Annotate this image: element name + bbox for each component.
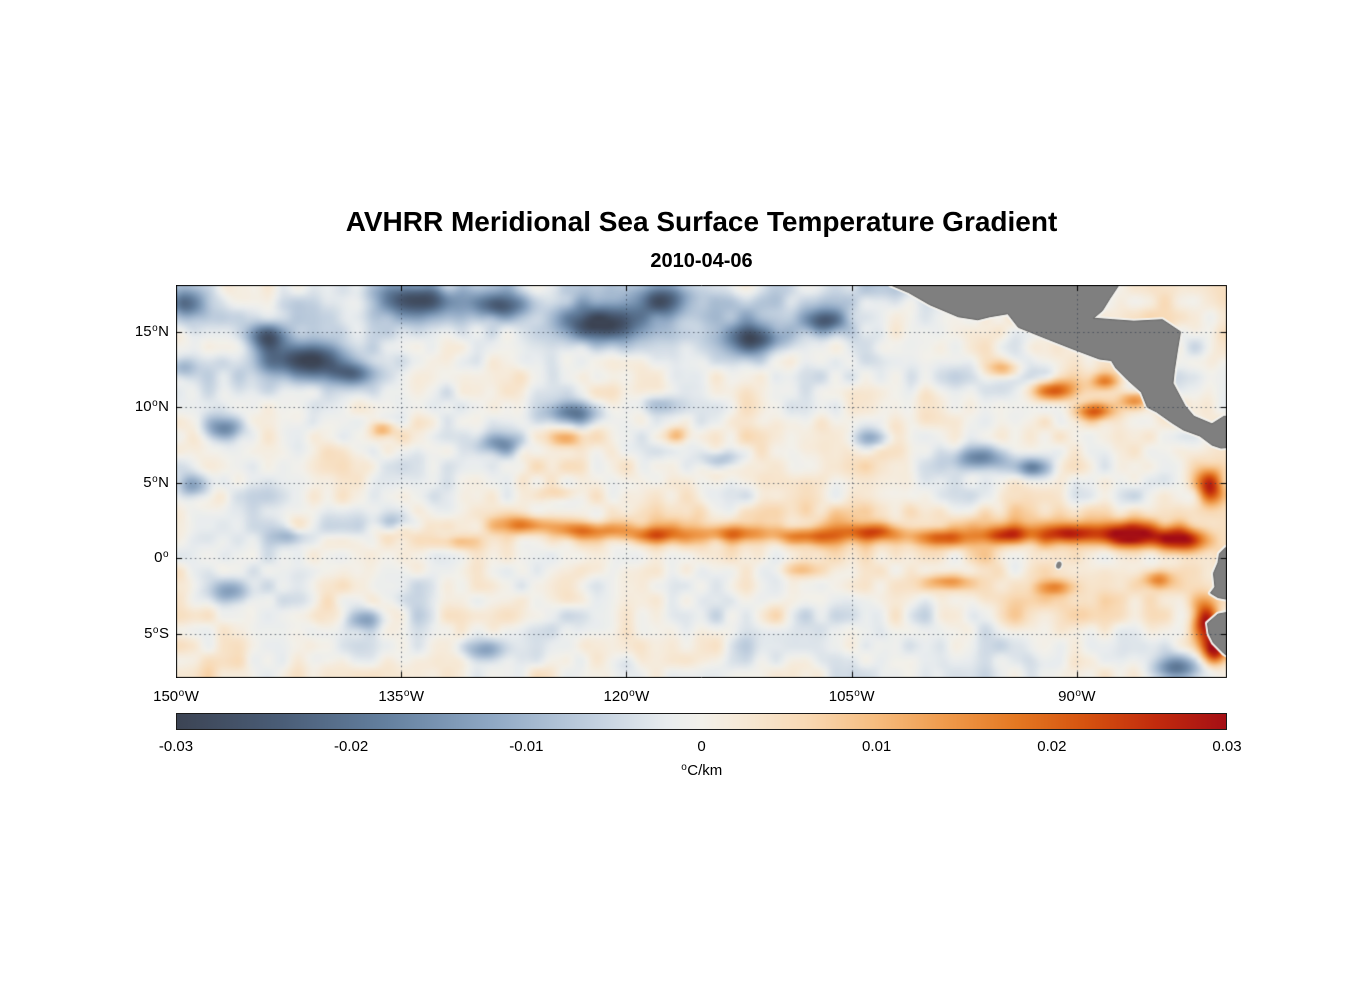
- tick-num: 5: [143, 473, 152, 491]
- degree-superscript: o: [854, 688, 860, 699]
- tick-dir: W: [635, 688, 650, 705]
- tick-num: 105: [828, 688, 854, 705]
- tick-dir: S: [158, 624, 169, 642]
- lon-tick-label: 90oW: [1058, 687, 1095, 709]
- tick-num: 10: [134, 398, 152, 416]
- tick-dir: N: [158, 398, 169, 416]
- degree-superscript: o: [1075, 688, 1081, 699]
- tick-dir: W: [409, 688, 425, 705]
- colorbar-tick-label: -0.01: [509, 738, 544, 755]
- lat-tick-label: 5oS: [144, 624, 169, 646]
- tick-dir: N: [158, 473, 169, 491]
- colorbar-tick-label: 0.02: [1037, 738, 1067, 755]
- colorbar-tick-label: -0.02: [334, 738, 369, 755]
- lon-tick-label: 120oW: [604, 687, 650, 709]
- lat-tick-label: 15oN: [135, 322, 169, 344]
- colorbar-tick-label: 0.01: [862, 738, 892, 755]
- degree-superscript: o: [152, 624, 159, 636]
- tick-dir: W: [860, 688, 875, 705]
- tick-num: 0: [154, 549, 163, 567]
- colorbar-tick-label: -0.03: [158, 738, 194, 755]
- tick-num: 135: [378, 688, 404, 705]
- lat-tick-label: 0o: [154, 548, 169, 570]
- chart-date: 2010-04-06: [650, 250, 753, 272]
- colorbar-tick-label: 0: [697, 738, 706, 755]
- tick-num: 150: [153, 688, 179, 705]
- degree-superscript: o: [178, 688, 185, 699]
- lat-tick-label: 10oN: [135, 397, 169, 419]
- lon-tick-label: 105oW: [829, 687, 875, 709]
- tick-dir: W: [184, 688, 199, 705]
- colorbar: [176, 713, 1227, 730]
- degree-superscript: o: [152, 398, 158, 410]
- colorbar-tick-label: 0.03: [1212, 738, 1242, 755]
- degree-superscript: o: [629, 688, 635, 699]
- lat-tick-label: 5oN: [143, 473, 169, 495]
- tick-num: 90: [1058, 688, 1075, 705]
- degree-superscript: o: [681, 762, 687, 773]
- chart-title: AVHRR Meridional Sea Surface Temperature…: [345, 206, 1058, 237]
- tick-num: 5: [144, 624, 153, 642]
- lon-tick-label: 150oW: [153, 687, 199, 709]
- degree-superscript: o: [162, 549, 169, 561]
- colorbar-units: oC/km: [176, 762, 1227, 779]
- degree-superscript: o: [403, 688, 410, 699]
- degree-superscript: o: [152, 322, 158, 334]
- colorbar-units-text: C/km: [687, 762, 723, 779]
- sst-gradient-heatmap: [176, 285, 1227, 678]
- tick-dir: N: [158, 322, 169, 340]
- tick-dir: W: [1081, 688, 1096, 705]
- tick-num: 15: [134, 322, 152, 340]
- tick-num: 120: [603, 688, 629, 705]
- map-plot: [176, 285, 1227, 678]
- degree-superscript: o: [152, 473, 158, 485]
- lon-tick-label: 135oW: [378, 687, 424, 709]
